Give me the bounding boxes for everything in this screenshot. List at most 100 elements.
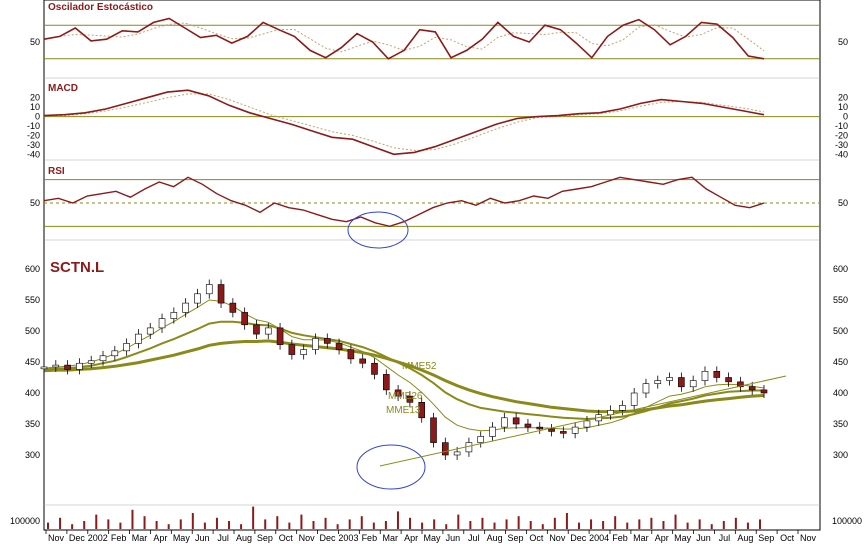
y-tick-label-right: 400 xyxy=(833,388,848,398)
volume-bar xyxy=(517,516,520,529)
ma-label: MME52 xyxy=(402,361,437,372)
candle-body xyxy=(123,343,130,352)
x-tick-label: Jul xyxy=(719,533,731,543)
x-tick-label: Dec xyxy=(69,533,86,543)
mme52-line xyxy=(43,339,765,414)
x-tick-label: Oct xyxy=(279,533,294,543)
y-tick-label-left: -40 xyxy=(27,149,40,159)
y-tick-label-right: 600 xyxy=(833,264,848,274)
x-tick-label: May xyxy=(423,533,441,543)
y-tick-label-right: 450 xyxy=(833,357,848,367)
candle-body xyxy=(477,436,485,443)
stochastic-title: Oscilador Estocástico xyxy=(48,2,153,13)
volume-bar xyxy=(445,524,448,529)
volume-bar xyxy=(228,521,231,529)
candle-body xyxy=(135,333,142,344)
x-tick-label: 2002 xyxy=(88,533,108,543)
y-tick-label-left: 350 xyxy=(25,419,40,429)
candle-body xyxy=(524,423,532,428)
y-tick-label-left: 500 xyxy=(25,326,40,336)
candle-body xyxy=(40,366,48,370)
volume-bar xyxy=(215,517,218,529)
volume-bar xyxy=(47,522,49,529)
x-tick-label: Feb xyxy=(612,533,628,543)
candle-body xyxy=(406,395,414,403)
candle-body xyxy=(642,383,650,394)
volume-bar xyxy=(541,524,544,529)
candle-body xyxy=(170,312,178,319)
candle-body xyxy=(689,380,697,388)
ma-label: MME13 xyxy=(386,405,421,416)
x-tick-label: Nov xyxy=(48,533,65,543)
volume-bar xyxy=(324,517,327,529)
x-tick-label: Sep xyxy=(508,533,524,543)
volume-bar xyxy=(746,522,749,529)
y-tick-label-left: 400 xyxy=(25,388,40,398)
volume-bar xyxy=(565,513,568,529)
volume-bar xyxy=(348,519,351,529)
candle-body xyxy=(548,428,555,432)
x-tick-label: Apr xyxy=(655,533,669,543)
candle-body xyxy=(654,380,662,385)
x-tick-label: May xyxy=(173,533,191,543)
candle-body xyxy=(760,389,768,394)
macd-signal-line xyxy=(44,93,765,152)
mme26-line xyxy=(43,320,764,421)
y-tick-label-right: 500 xyxy=(833,326,848,336)
volume-panel: 100000 100000 xyxy=(10,506,862,529)
y-tick-label-right: 10 xyxy=(838,102,848,112)
y-tick-label-right: 50 xyxy=(838,198,848,208)
x-tick-label: Oct xyxy=(780,533,795,543)
x-tick-label: Aug xyxy=(737,533,753,543)
x-tick-label: Dec xyxy=(570,533,587,543)
candle-body xyxy=(430,417,437,443)
candle-body xyxy=(737,381,744,388)
volume-bar xyxy=(722,521,725,529)
candle-body xyxy=(194,293,201,304)
x-tick-label: Jun xyxy=(696,533,711,543)
volume-bar xyxy=(614,516,617,529)
volume-bar xyxy=(759,519,761,529)
volume-bar xyxy=(167,524,170,529)
candle-body xyxy=(453,451,461,456)
candle-body xyxy=(76,362,83,370)
volume-bar xyxy=(372,522,375,529)
candle-body xyxy=(725,377,732,383)
y-tick-label-right: 0 xyxy=(843,112,848,122)
y-tick-label-left: 600 xyxy=(25,264,40,274)
trendline xyxy=(379,375,787,467)
y-tick-label-right: 350 xyxy=(833,419,848,429)
rsi-annotation-circle xyxy=(347,211,409,249)
candle-body xyxy=(217,284,225,304)
candle-body xyxy=(146,327,154,335)
x-tick-label: Nov xyxy=(800,533,817,543)
volume-bar xyxy=(131,509,134,529)
volume-bar xyxy=(71,524,74,529)
x-tick-label: Jun xyxy=(195,533,210,543)
volume-tick-label-right: 100000 xyxy=(832,516,862,526)
volume-bar xyxy=(674,514,677,529)
volume-bar xyxy=(203,522,206,529)
y-tick-label-right: -30 xyxy=(835,140,848,150)
candle-body xyxy=(205,284,213,295)
volume-bar xyxy=(409,517,412,529)
volume-bar xyxy=(300,514,303,529)
x-tick-label: Aug xyxy=(487,533,503,543)
candle-body xyxy=(713,370,721,378)
candle-body xyxy=(619,405,626,411)
volume-bar xyxy=(95,514,98,529)
volume-tick-label-left: 100000 xyxy=(10,516,40,526)
x-tick-label: Oct xyxy=(529,533,544,543)
volume-bar xyxy=(577,522,580,529)
x-tick-label: Jul xyxy=(468,533,480,543)
stochastic-signal-line xyxy=(43,22,765,53)
candle-body xyxy=(571,426,579,434)
volume-bar xyxy=(529,521,532,529)
candle-body xyxy=(158,318,166,329)
x-tick-label: Jun xyxy=(446,533,461,543)
x-axis: Nov Dec 2002 Feb Mar Apr May Jun Jul Aug Sep Oct Nov… xyxy=(45,530,817,543)
candle-body xyxy=(394,389,402,397)
volume-bar xyxy=(626,522,629,529)
candle-body xyxy=(583,420,591,428)
price-panel: 600 600 550 550 500 500 450 450 400 400 350 350 300 3… xyxy=(25,264,848,460)
